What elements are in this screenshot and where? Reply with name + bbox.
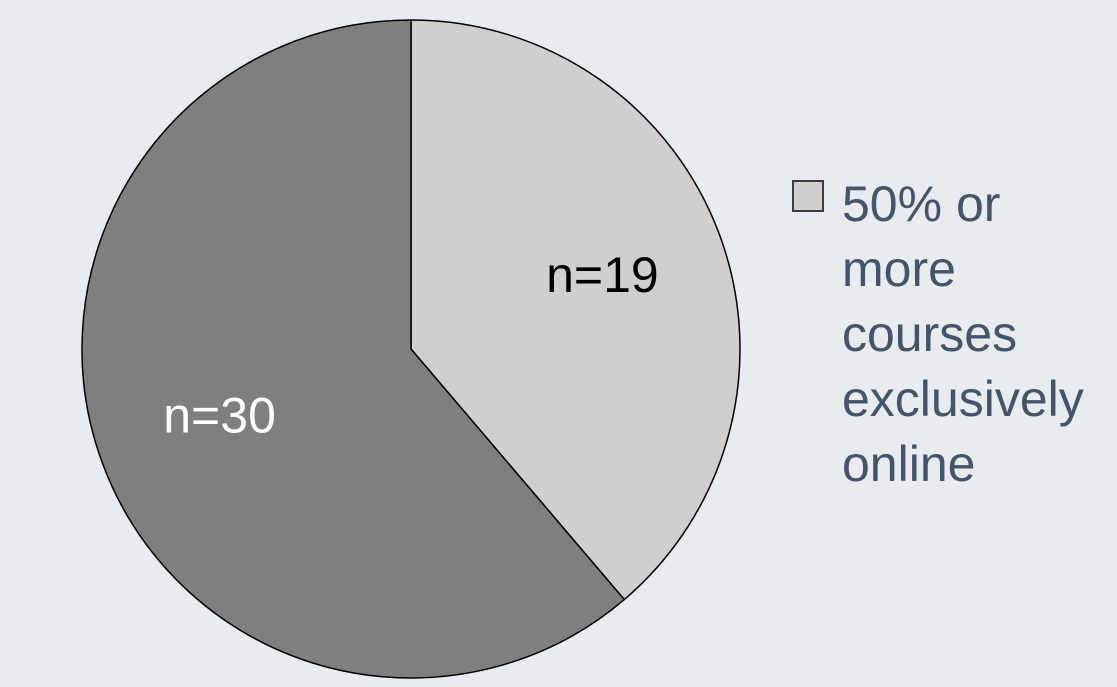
pie-slice-0: [410, 19, 741, 601]
legend: 50% or more courses exclusively online: [792, 172, 1112, 572]
slice-data-label-1: n=30: [163, 388, 276, 444]
slice-data-label-0: n=19: [546, 247, 659, 303]
legend-label: 50% or more courses exclusively online: [842, 176, 1084, 492]
legend-swatch: [792, 180, 824, 212]
pie-slice-1: [81, 19, 626, 679]
